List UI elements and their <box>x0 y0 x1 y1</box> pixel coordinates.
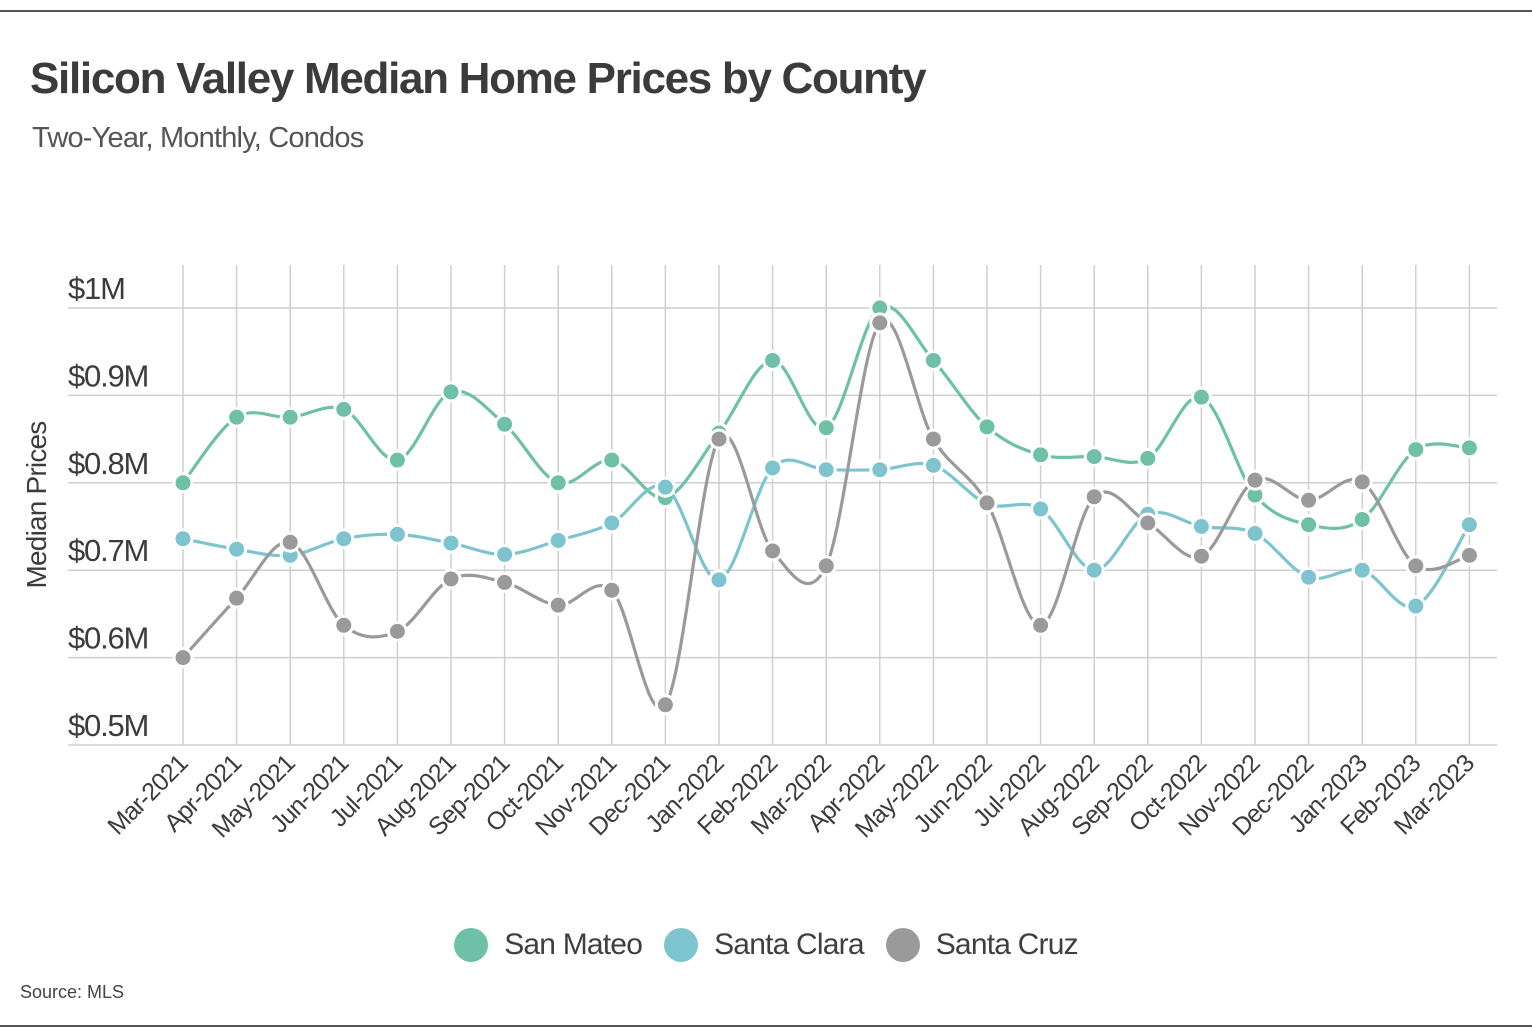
data-point-santa-clara <box>440 532 462 554</box>
data-point-santa-cruz <box>815 555 837 577</box>
data-point-san-mateo <box>762 349 784 371</box>
data-point-santa-clara <box>708 569 730 591</box>
data-point-santa-clara <box>1190 516 1212 537</box>
data-point-santa-cruz <box>1137 512 1159 534</box>
data-point-santa-clara <box>333 528 355 550</box>
data-point-santa-cruz <box>333 614 355 636</box>
y-tick-label: $0.7M <box>68 533 148 568</box>
data-point-san-mateo <box>601 449 623 471</box>
data-point-san-mateo <box>333 398 355 420</box>
data-point-santa-clara <box>1030 498 1052 520</box>
data-point-santa-cruz <box>1458 544 1480 566</box>
data-point-san-mateo <box>1351 509 1373 531</box>
data-point-santa-clara <box>762 457 784 479</box>
data-point-santa-cruz <box>386 620 408 642</box>
data-point-san-mateo <box>279 406 301 428</box>
data-point-santa-clara <box>1458 514 1480 536</box>
data-point-santa-clara <box>601 512 623 534</box>
legend-swatch-santa-clara <box>664 928 699 962</box>
legend: San Mateo Santa Clara Santa Cruz <box>0 928 1532 962</box>
data-point-santa-clara <box>226 538 248 560</box>
data-point-santa-cruz <box>1298 489 1320 511</box>
data-point-santa-cruz <box>708 428 730 450</box>
data-point-san-mateo <box>922 349 944 371</box>
data-point-san-mateo <box>815 417 837 439</box>
data-point-san-mateo <box>1137 447 1159 469</box>
data-point-santa-cruz <box>1244 469 1266 491</box>
data-point-san-mateo <box>494 413 516 435</box>
data-point-san-mateo <box>172 472 194 494</box>
data-point-santa-clara <box>922 454 944 476</box>
data-point-santa-clara <box>547 529 569 551</box>
data-point-santa-cruz <box>976 492 998 514</box>
data-point-san-mateo <box>226 406 248 428</box>
data-point-santa-cruz <box>1351 471 1373 493</box>
source-note: Source: MLS <box>20 982 125 1002</box>
legend-label-san-mateo: San Mateo <box>504 928 643 961</box>
legend-swatch-santa-cruz <box>885 928 920 962</box>
data-point-san-mateo <box>1298 514 1320 536</box>
data-point-santa-cruz <box>1030 614 1052 636</box>
legend-item-santa-cruz: Santa Cruz <box>885 928 1079 962</box>
data-point-santa-cruz <box>922 428 944 450</box>
data-point-santa-cruz <box>1405 555 1427 577</box>
data-point-santa-clara <box>386 523 408 545</box>
data-point-santa-cruz <box>869 312 891 334</box>
data-point-san-mateo <box>1083 446 1105 468</box>
legend-swatch-san-mateo <box>454 928 489 962</box>
data-point-santa-cruz <box>440 568 462 590</box>
legend-label-santa-cruz: Santa Cruz <box>935 928 1079 961</box>
legend-item-san-mateo: San Mateo <box>454 928 643 962</box>
legend-item-santa-clara: Santa Clara <box>664 928 865 962</box>
data-point-santa-cruz <box>601 579 623 601</box>
data-point-santa-clara <box>172 528 194 550</box>
y-tick-label: $0.8M <box>68 446 148 481</box>
data-point-san-mateo <box>386 449 408 471</box>
data-point-san-mateo <box>1190 386 1212 408</box>
data-point-santa-clara <box>1351 559 1373 581</box>
chart-subtitle: Two-Year, Monthly, Condos <box>32 122 364 154</box>
data-point-santa-cruz <box>226 587 248 609</box>
data-point-santa-cruz <box>1083 486 1105 508</box>
data-point-santa-clara <box>1244 522 1266 544</box>
data-point-san-mateo <box>547 472 569 494</box>
data-point-santa-clara <box>815 459 837 481</box>
chart-title: Silicon Valley Median Home Prices by Cou… <box>30 54 927 103</box>
data-point-santa-cruz <box>172 647 194 669</box>
y-tick-label: $1M <box>68 271 125 306</box>
data-point-san-mateo <box>1405 439 1427 461</box>
data-point-san-mateo <box>1458 437 1480 459</box>
legend-label-santa-clara: Santa Clara <box>714 928 864 961</box>
data-point-santa-cruz <box>279 531 301 553</box>
data-point-san-mateo <box>976 416 998 438</box>
y-tick-label: $0.6M <box>68 621 148 656</box>
y-tick-label: $0.5M <box>68 708 148 743</box>
data-point-santa-clara <box>1298 566 1320 588</box>
bottom-rule <box>0 1025 1532 1027</box>
top-rule <box>0 10 1532 12</box>
data-point-santa-cruz <box>494 571 516 593</box>
data-point-santa-clara <box>654 476 676 498</box>
data-point-santa-cruz <box>762 540 784 562</box>
series-line-santa-cruz <box>181 318 1470 710</box>
data-point-santa-cruz <box>547 594 569 616</box>
data-point-san-mateo <box>1030 444 1052 466</box>
y-axis-label: Median Prices <box>21 421 52 588</box>
y-tick-label: $0.9M <box>68 358 148 393</box>
data-point-san-mateo <box>440 381 462 403</box>
data-point-santa-clara <box>869 459 891 481</box>
data-point-santa-cruz <box>654 694 676 716</box>
data-point-santa-clara <box>494 543 516 565</box>
data-point-santa-clara <box>1083 559 1105 581</box>
data-point-santa-cruz <box>1190 545 1212 567</box>
data-point-santa-clara <box>1405 595 1427 617</box>
